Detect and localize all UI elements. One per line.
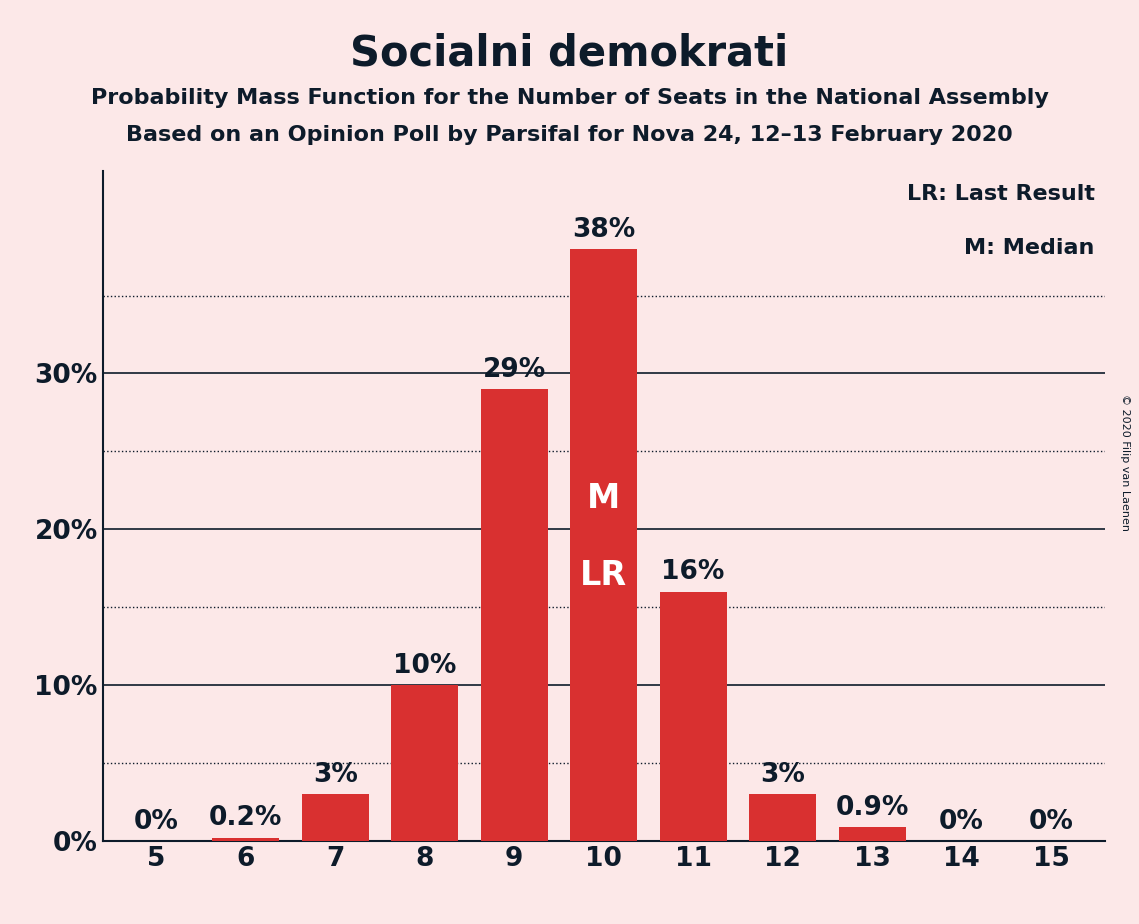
Bar [302,794,369,841]
Text: 0%: 0% [1029,808,1074,834]
Text: 0%: 0% [940,808,984,834]
Text: LR: Last Result: LR: Last Result [907,185,1095,204]
Text: M: M [587,481,621,515]
Text: 0.2%: 0.2% [210,806,282,832]
Text: 0.9%: 0.9% [836,795,909,821]
Text: Based on an Opinion Poll by Parsifal for Nova 24, 12–13 February 2020: Based on an Opinion Poll by Parsifal for… [126,125,1013,145]
Text: 3%: 3% [760,762,805,788]
Text: © 2020 Filip van Laenen: © 2020 Filip van Laenen [1121,394,1130,530]
Text: 16%: 16% [662,559,724,585]
Text: 38%: 38% [572,216,636,243]
Bar [749,794,817,841]
Text: Socialni demokrati: Socialni demokrati [351,32,788,74]
Bar [838,827,906,841]
Bar [571,249,637,841]
Text: Probability Mass Function for the Number of Seats in the National Assembly: Probability Mass Function for the Number… [91,88,1048,108]
Bar [481,389,548,841]
Text: 3%: 3% [313,762,358,788]
Text: 10%: 10% [393,653,457,679]
Text: LR: LR [580,560,628,592]
Text: M: Median: M: Median [965,238,1095,258]
Text: 0%: 0% [133,808,179,834]
Text: 29%: 29% [483,357,546,383]
Bar [391,685,458,841]
Bar [659,591,727,841]
Bar [212,838,279,841]
